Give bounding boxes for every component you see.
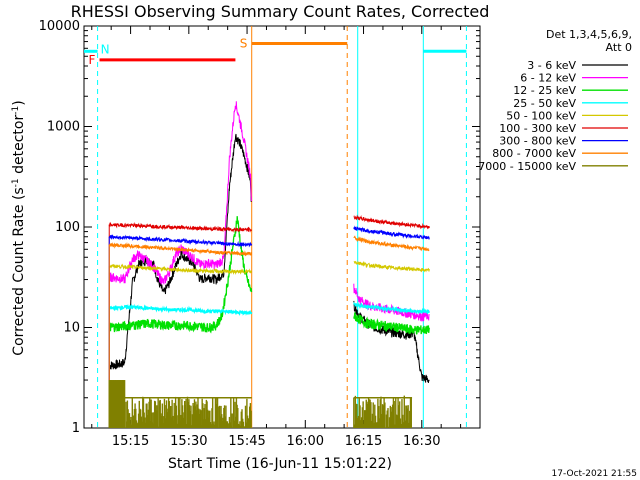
series-line bbox=[108, 242, 252, 257]
night-flag-label: N bbox=[101, 42, 110, 56]
y-axis-label-sup-1: -1 bbox=[11, 178, 21, 187]
flare-flag-label: F bbox=[89, 53, 96, 67]
series-line bbox=[353, 214, 430, 230]
legend-label: 100 - 300 keV bbox=[499, 122, 576, 135]
series-line bbox=[108, 216, 253, 334]
series-line bbox=[353, 225, 430, 240]
legend-label: 7000 - 15000 keV bbox=[478, 160, 576, 173]
x-tick-label: 16:00 bbox=[287, 434, 324, 449]
legend-label: 800 - 7000 keV bbox=[492, 147, 576, 160]
legend-label: 6 - 12 keV bbox=[520, 72, 576, 85]
y-tick-label: 1000 bbox=[47, 120, 80, 135]
x-axis: 15:15 15:30 15:45 16:00 16:15 16:30 bbox=[91, 26, 462, 449]
legend-header-2: Att 0 bbox=[606, 41, 632, 54]
chart-title: RHESSI Observing Summary Count Rates, Co… bbox=[71, 2, 490, 21]
legend-header-1: Det 1,3,4,5,6,9, bbox=[546, 28, 632, 41]
series-line bbox=[353, 301, 430, 315]
series-line bbox=[108, 303, 253, 316]
series-line bbox=[108, 133, 252, 370]
y-axis: 1 10 100 1000 10000 bbox=[39, 19, 480, 436]
legend-label: 3 - 6 keV bbox=[527, 59, 576, 72]
legend-label: 12 - 25 keV bbox=[513, 84, 576, 97]
series-line bbox=[353, 260, 430, 273]
legend-label: 300 - 800 keV bbox=[499, 135, 576, 148]
series-lines bbox=[108, 101, 430, 428]
y-axis-label-sup-2: -1 bbox=[11, 106, 21, 115]
y-tick-label: 1 bbox=[72, 421, 80, 436]
series-line bbox=[109, 263, 252, 276]
x-tick-label: 15:30 bbox=[170, 434, 207, 449]
y-tick-label: 100 bbox=[55, 220, 80, 235]
y-axis-label-mid: detector bbox=[11, 115, 27, 179]
saa-flag-label: S bbox=[240, 36, 248, 50]
x-tick-label: 16:15 bbox=[345, 434, 382, 449]
y-tick-label: 10000 bbox=[39, 19, 80, 34]
x-tick-label: 16:30 bbox=[403, 434, 440, 449]
timestamp: 17-Oct-2021 21:55 bbox=[552, 469, 637, 479]
legend-label: 25 - 50 keV bbox=[513, 97, 576, 110]
series-line bbox=[108, 234, 252, 248]
y-axis-label-main: Corrected Count Rate (s bbox=[11, 187, 27, 355]
series-line bbox=[108, 221, 252, 233]
x-axis-label: Start Time (16-Jun-11 15:01:22) bbox=[168, 456, 392, 472]
series-line bbox=[108, 101, 252, 285]
legend-label: 50 - 100 keV bbox=[506, 109, 576, 122]
x-tick-label: 15:45 bbox=[228, 434, 265, 449]
observing-regions: NF S bbox=[84, 26, 467, 428]
y-tick-label: 10 bbox=[63, 321, 80, 336]
x-tick-label: 15:15 bbox=[112, 434, 149, 449]
series-line bbox=[353, 235, 430, 252]
series-line bbox=[353, 312, 430, 335]
y-axis-label: Corrected Count Rate (s-1 detector-1) bbox=[11, 100, 27, 355]
y-axis-label-end: ) bbox=[11, 100, 27, 105]
series-line bbox=[353, 283, 430, 323]
